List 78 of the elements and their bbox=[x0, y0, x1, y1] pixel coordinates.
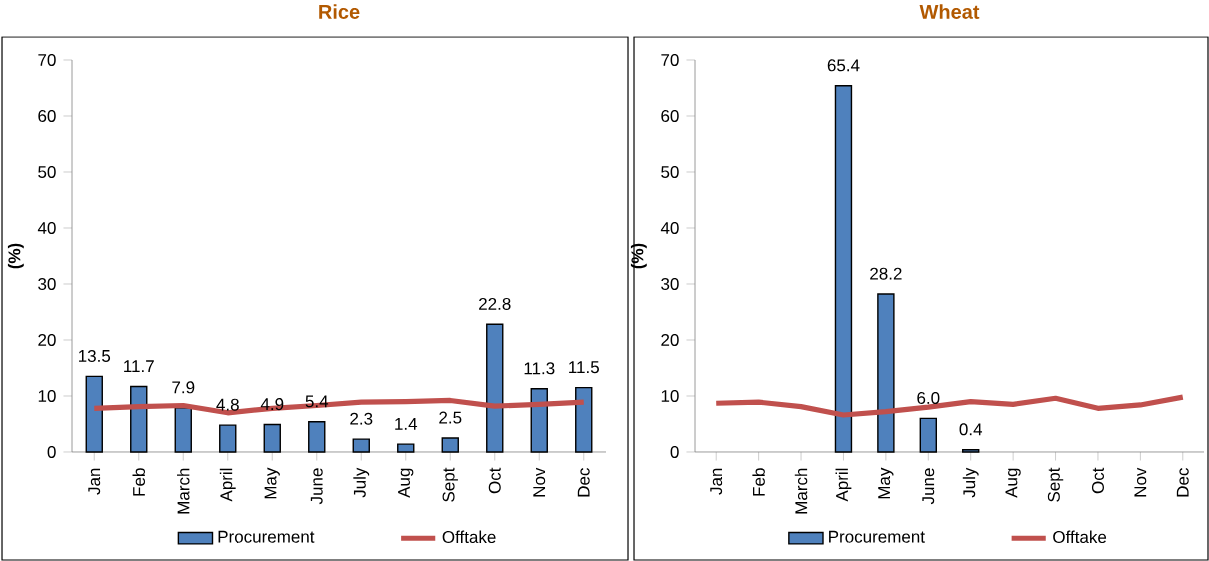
y-tick-label: 20 bbox=[661, 333, 679, 346]
bar bbox=[308, 421, 326, 453]
bar bbox=[263, 423, 281, 453]
y-axis-title: (%) bbox=[630, 243, 647, 269]
legend-label: Procurement bbox=[218, 530, 315, 543]
x-tick-label: Sept bbox=[1047, 467, 1064, 502]
x-tick-label: June bbox=[922, 468, 935, 505]
data-label: 7.9 bbox=[172, 381, 195, 394]
bar bbox=[919, 417, 937, 453]
y-tick-label: 60 bbox=[38, 109, 56, 122]
x-tick-label: May bbox=[878, 467, 894, 499]
legend-label: Offtake bbox=[1053, 530, 1107, 544]
x-tick-label: Dec bbox=[1176, 468, 1189, 497]
y-tick-label: 30 bbox=[661, 277, 679, 290]
bar bbox=[441, 437, 459, 453]
x-tick-label: April bbox=[835, 468, 852, 502]
legend-label: Procurement bbox=[829, 530, 925, 543]
bar bbox=[85, 375, 103, 453]
x-tick-label: July bbox=[962, 467, 979, 498]
data-label: 6.0 bbox=[917, 391, 940, 404]
y-tick-label: 0 bbox=[47, 445, 56, 458]
bar bbox=[174, 407, 192, 453]
y-tick-label: 50 bbox=[38, 165, 56, 178]
x-tick-label: Sept bbox=[442, 467, 458, 502]
x-tick-label: Dec bbox=[577, 468, 590, 497]
y-tick-label: 60 bbox=[661, 109, 679, 122]
bar bbox=[877, 293, 895, 453]
x-tick-label: Oct bbox=[1091, 467, 1104, 494]
x-tick-label: Aug bbox=[398, 468, 414, 498]
bar bbox=[962, 449, 980, 453]
data-label: 4.8 bbox=[216, 398, 239, 411]
x-tick-label: March bbox=[794, 468, 808, 514]
bar bbox=[397, 443, 415, 453]
y-tick-label: 50 bbox=[661, 165, 679, 178]
y-tick-label: 10 bbox=[661, 389, 679, 402]
y-tick-label: 70 bbox=[661, 53, 679, 66]
bar bbox=[575, 386, 593, 453]
x-tick-label: Nov bbox=[1134, 467, 1147, 497]
bar bbox=[530, 388, 548, 453]
x-tick-label: Jan bbox=[88, 468, 101, 495]
legend-label: Offtake bbox=[442, 530, 496, 544]
data-label: 11.5 bbox=[569, 361, 599, 374]
x-tick-label: March bbox=[177, 468, 190, 514]
data-label: 1.4 bbox=[395, 418, 418, 430]
x-tick-label: Feb bbox=[752, 468, 765, 496]
chart-title: Rice bbox=[319, 4, 360, 19]
data-label: 2.5 bbox=[439, 411, 462, 424]
y-tick-label: 40 bbox=[660, 221, 679, 234]
data-label: 11.3 bbox=[524, 362, 555, 375]
x-tick-label: Feb bbox=[132, 468, 145, 496]
x-tick-label: May bbox=[264, 467, 280, 499]
data-label: 28.2 bbox=[870, 267, 902, 280]
bar bbox=[834, 85, 853, 453]
bar bbox=[130, 385, 148, 453]
y-tick-label: 70 bbox=[38, 53, 56, 66]
y-tick-label: 30 bbox=[38, 277, 56, 290]
bar bbox=[352, 438, 370, 453]
x-tick-label: Jan bbox=[710, 468, 723, 495]
x-tick-label: Aug bbox=[1005, 468, 1021, 498]
data-label: 22.8 bbox=[479, 297, 511, 310]
data-label: 0.4 bbox=[959, 423, 983, 436]
data-label: 13.5 bbox=[79, 349, 111, 362]
y-tick-label: 10 bbox=[38, 389, 56, 402]
y-tick-label: 20 bbox=[38, 333, 56, 346]
x-tick-label: Oct bbox=[488, 467, 501, 494]
x-tick-label: April bbox=[219, 468, 236, 502]
chart-title: Wheat bbox=[919, 4, 980, 19]
data-label: 2.3 bbox=[350, 412, 373, 425]
x-tick-label: Nov bbox=[533, 467, 546, 497]
data-label: 65.4 bbox=[827, 59, 860, 72]
y-axis-title: (%) bbox=[7, 243, 24, 269]
x-tick-label: June bbox=[310, 468, 323, 505]
bar bbox=[486, 323, 504, 453]
y-tick-label: 40 bbox=[37, 221, 56, 234]
x-tick-label: July bbox=[353, 467, 370, 498]
y-tick-label: 0 bbox=[670, 445, 679, 458]
data-label: 11.7 bbox=[124, 360, 154, 373]
bar bbox=[219, 424, 237, 453]
